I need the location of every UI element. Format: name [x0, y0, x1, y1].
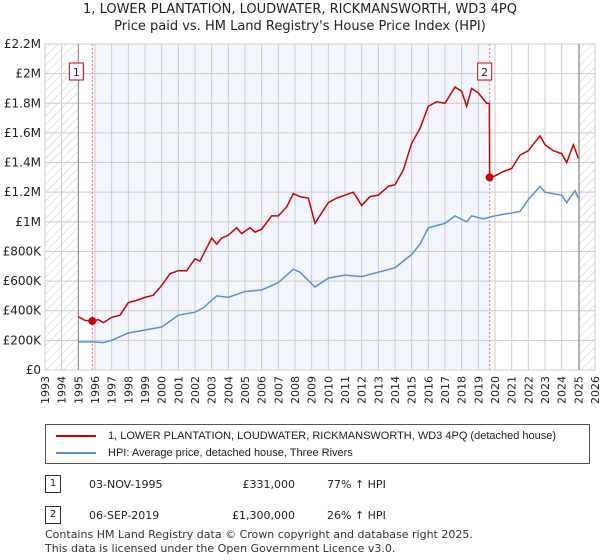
x-tick-label: 2007: [272, 376, 285, 404]
transaction-row: 1 03-NOV-1995 £331,000 77% ↑ HPI: [45, 475, 386, 493]
x-tick-label: 2013: [372, 376, 385, 404]
x-tick-label: 2000: [156, 376, 169, 404]
x-tick-label: 2010: [322, 376, 335, 404]
transaction-badge: 2: [45, 506, 61, 524]
transaction-price: £1,300,000: [232, 508, 295, 522]
y-tick-label: £800K: [3, 244, 43, 258]
transaction-price: £331,000: [242, 477, 296, 491]
legend-red-line: [56, 435, 96, 437]
y-tick-label: £2.2M: [4, 37, 41, 51]
x-tick-label: 2005: [239, 376, 252, 404]
chart-subtitle: Price paid vs. HM Land Registry's House …: [114, 19, 486, 34]
x-tick-label: 2026: [589, 376, 600, 404]
x-tick-label: 2006: [256, 376, 269, 404]
x-tick-label: 2021: [506, 376, 519, 404]
x-tick-label: 2025: [572, 376, 585, 404]
legend: 1, LOWER PLANTATION, LOUDWATER, RICKMANS…: [45, 424, 590, 464]
annotation-badge: [477, 62, 493, 81]
y-tick-label: £0: [26, 363, 41, 377]
x-tick-label: 2024: [556, 376, 569, 404]
x-tick-label: 2004: [222, 376, 235, 404]
footer-licence: This data is licensed under the Open Gov…: [45, 542, 396, 555]
annotation-badge: [68, 62, 84, 81]
y-tick-label: £400K: [3, 304, 43, 318]
sale-point: [88, 316, 97, 325]
x-tick-label: 2009: [306, 376, 319, 404]
x-tick-label: 2023: [539, 376, 552, 404]
y-tick-label: £200K: [3, 333, 43, 347]
y-tick-label: £1.8M: [4, 96, 41, 110]
transaction-date: 03-NOV-1995: [89, 477, 163, 491]
legend-series1: 1, LOWER PLANTATION, LOUDWATER, RICKMANS…: [108, 430, 557, 442]
x-tick-label: 2012: [356, 376, 369, 404]
transaction-hpi: 26% ↑ HPI: [327, 508, 386, 522]
transaction-hpi: 77% ↑ HPI: [327, 477, 386, 491]
x-tick-label: 1998: [122, 376, 135, 404]
x-tick-label: 1995: [72, 376, 85, 404]
x-tick-label: 2008: [289, 376, 302, 404]
y-tick-label: £1M: [15, 215, 41, 229]
legend-blue-line: [56, 452, 96, 454]
x-tick-label: 1993: [39, 376, 52, 404]
legend-series2: HPI: Average price, detached house, Thre…: [108, 447, 353, 459]
x-tick-label: 2022: [522, 376, 535, 404]
transaction-date: 06-SEP-2019: [89, 508, 160, 522]
ownership-shade: [92, 44, 490, 370]
annotation-label: 2: [481, 66, 488, 79]
annotation-label: 1: [73, 66, 80, 79]
plot-border: [44, 43, 596, 371]
x-tick-label: 2016: [422, 376, 435, 404]
x-tick-label: 2002: [189, 376, 202, 404]
y-tick-label: £1.2M: [4, 185, 41, 199]
transaction-row: 2 06-SEP-2019 £1,300,000 26% ↑ HPI: [45, 506, 386, 524]
x-tick-label: 2014: [389, 376, 402, 404]
y-tick-label: £2M: [15, 67, 41, 81]
x-tick-label: 2020: [489, 376, 502, 404]
footer: Contains HM Land Registry data © Crown c…: [45, 528, 473, 556]
x-tick-label: 1997: [106, 376, 119, 404]
x-tick-label: 2011: [339, 376, 352, 404]
footer-copyright: Contains HM Land Registry data © Crown c…: [45, 528, 473, 541]
y-tick-label: £1.6M: [4, 126, 41, 140]
x-tick-label: 1996: [89, 376, 102, 404]
no-data-hatch-right: [579, 44, 595, 370]
x-tick-label: 2003: [206, 376, 219, 404]
y-tick-label: £600K: [3, 274, 43, 288]
hpi-series-line: [78, 185, 580, 344]
y-tick-label: £1.4M: [4, 156, 41, 170]
x-tick-label: 1994: [56, 376, 69, 404]
x-tick-label: 2019: [472, 376, 485, 404]
transaction-badge: 1: [45, 475, 61, 493]
price-chart: 1993 1994 1995 1996 1997 1998 1999 2000 2001 2002…: [3, 37, 600, 404]
x-tick-label: 2017: [439, 376, 452, 404]
chart-title: 1, LOWER PLANTATION, LOUDWATER, RICKMANS…: [83, 2, 517, 17]
sale-point: [485, 173, 494, 182]
x-tick-label: 2001: [172, 376, 185, 404]
x-tick-label: 2015: [406, 376, 419, 404]
x-tick-label: 1999: [139, 376, 152, 404]
x-tick-label: 2018: [456, 376, 469, 404]
